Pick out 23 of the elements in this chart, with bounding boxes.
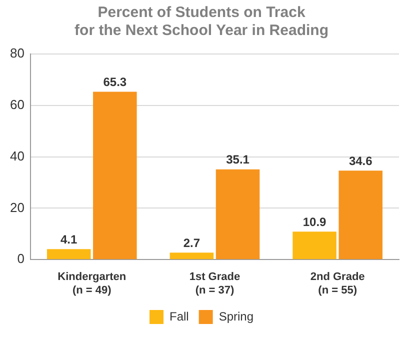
chart-title: Percent of Students on Track for the Next School Year in Reading [74, 4, 328, 40]
data-label: 4.1 [60, 232, 78, 246]
x-tick-label: 2nd Grade (n = 55) [310, 271, 365, 296]
legend-label: Fall [169, 309, 189, 324]
data-label: 10.9 [302, 214, 327, 229]
bar [46, 249, 91, 260]
data-label: 34.6 [348, 154, 373, 168]
bar [216, 169, 260, 260]
y-tick-label: 20 [10, 200, 24, 215]
y-tick-label: 60 [10, 96, 24, 112]
data-label: 65.3 [103, 75, 127, 90]
bar [93, 92, 137, 260]
y-tick-label: 80 [10, 46, 24, 61]
bar [292, 232, 336, 260]
data-label: 2.7 [183, 236, 200, 250]
bar [338, 170, 382, 260]
y-tick-label: 0 [17, 251, 24, 266]
y-tick-label: 40 [10, 148, 24, 164]
x-tick-label: Kindergarten (n = 49) [58, 271, 126, 296]
legend-label: Spring [218, 309, 254, 324]
x-tick-label: 1st Grade (n = 37) [189, 271, 240, 296]
bar [170, 252, 214, 260]
data-label: 35.1 [226, 152, 250, 167]
